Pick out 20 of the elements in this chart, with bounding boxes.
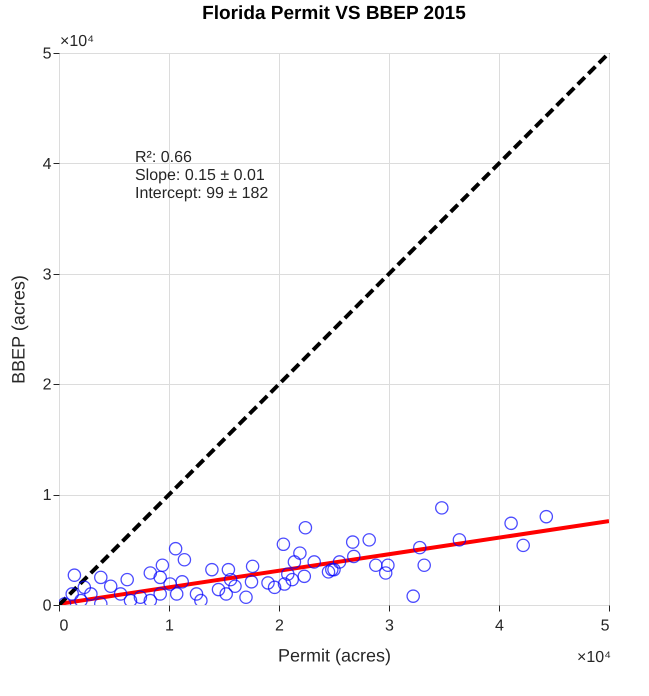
y-tick-label: 1 [42,487,52,504]
annotation: Slope: 0.15 ± 0.01 [135,167,265,184]
y-tick-label: 3 [42,266,52,284]
x-tick-label: 3 [385,618,394,634]
y-axis-title: BBEP (acres) [8,275,29,384]
x-tick-label: 1 [165,618,174,634]
y-tick-label: 0 [42,598,52,614]
x-tick-label: 2 [275,618,284,634]
text: ×10⁴ [60,33,94,50]
x-tick-label: 0 [60,618,68,634]
x-axis-title: Permit (acres) [278,646,392,666]
annotation: R²: 0.66 [135,149,192,166]
x-tick-label: 4 [495,618,504,634]
text: ×10⁴ [576,649,612,666]
y-tick-label: 2 [42,376,52,394]
annotation: Intercept: 99 ± 182 [135,185,268,202]
y-tick-label: 4 [42,156,52,173]
chart-title: Florida Permit VS BBEP 2015 [202,3,466,24]
y-tick-label: 5 [42,46,52,62]
x-tick-label: 5 [600,618,610,634]
